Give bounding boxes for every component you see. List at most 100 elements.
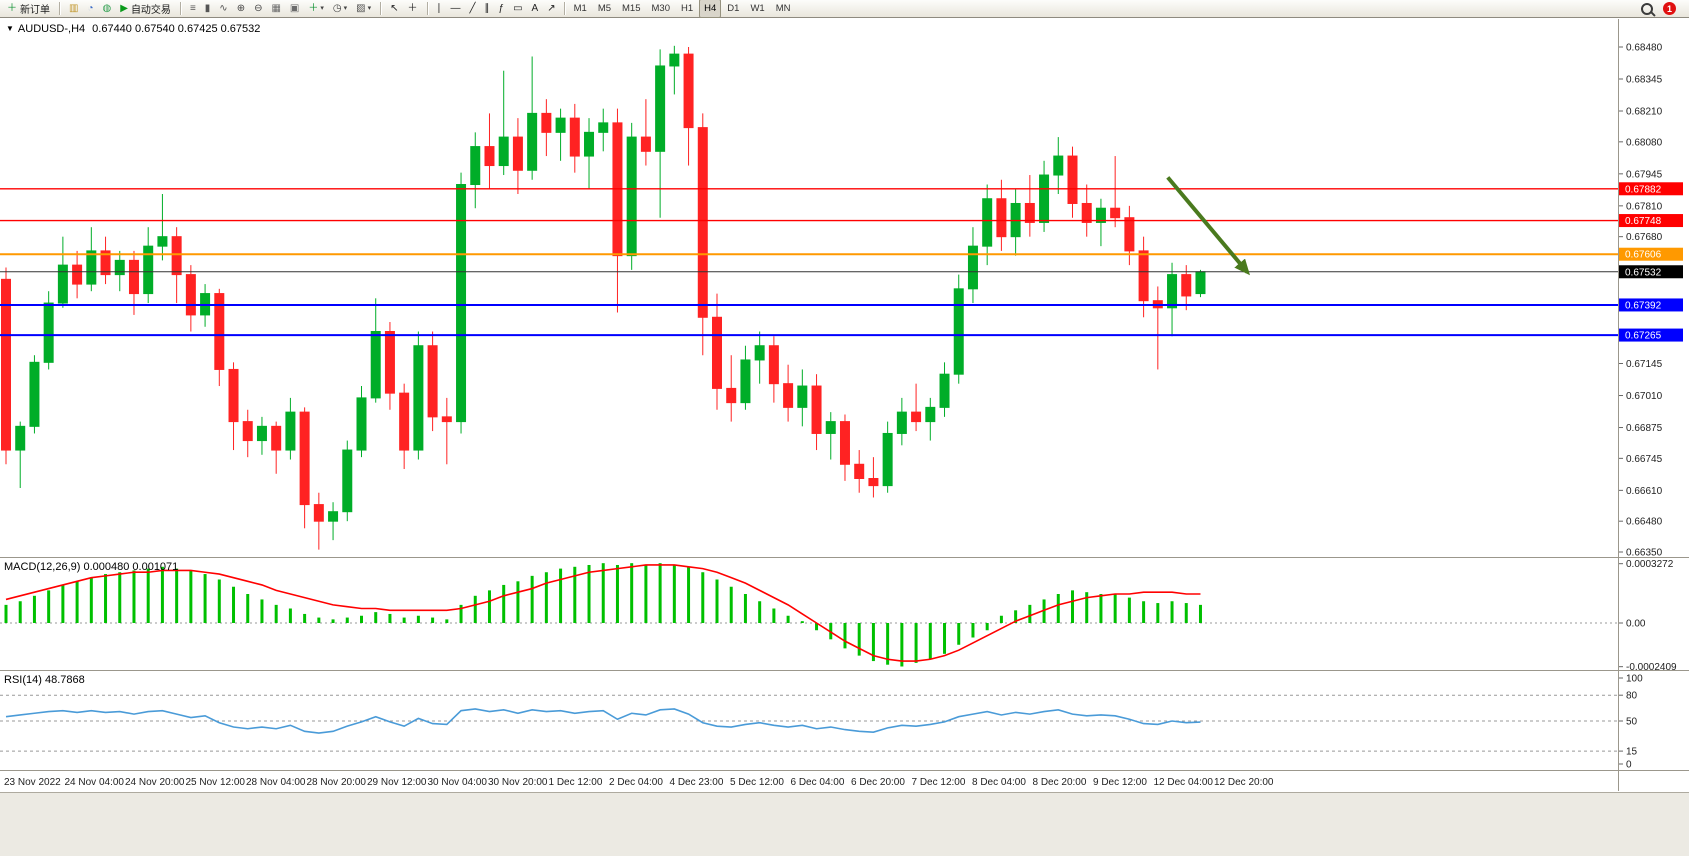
vertical-line-icon[interactable]: ∣ [433, 0, 446, 17]
candle [527, 112, 538, 171]
arrows-tool-icon[interactable]: ↗ [543, 0, 559, 17]
templates-icon[interactable]: ▨ ▾ [352, 0, 375, 17]
axis-label: 0.66745 [1626, 454, 1663, 465]
data-window-glyph: ◔ [87, 2, 94, 14]
indicators-icon[interactable]: ＋ ▾ [304, 0, 328, 17]
channel-icon[interactable]: ∥ [481, 0, 494, 17]
axis-label: 0.67945 [1626, 169, 1663, 180]
chart-canvas[interactable]: 0.68480 0.68345 0.68210 0.68080 0.67945 0.678… [0, 19, 1689, 792]
price-badge: 0.67748 [1619, 214, 1683, 228]
zoom-in-icon[interactable]: ⊕ [233, 0, 249, 17]
crosshair-icon[interactable]: ＋ [404, 0, 422, 17]
timeframe-w1-button[interactable]: W1 [750, 3, 765, 14]
candle [441, 416, 452, 423]
candle [825, 421, 836, 434]
timeframe-d1-button[interactable]: D1 [727, 3, 740, 14]
autotrading-glyph: ▶ [120, 2, 128, 14]
periods-icon[interactable]: ◷ ▾ [329, 0, 351, 17]
toolbar-separator [179, 2, 181, 15]
price-badge: 0.67392 [1619, 298, 1683, 312]
autotrading-button-label: 自动交易 [130, 5, 171, 16]
candle [72, 264, 83, 285]
time-label: 25 Nov 12:00 [186, 777, 246, 788]
shapes-glyph: ▭ [513, 2, 523, 14]
svg-text:0.67606: 0.67606 [1625, 250, 1662, 261]
candle [370, 331, 381, 399]
candle [1095, 207, 1106, 223]
trend-arrow[interactable] [1166, 176, 1250, 276]
time-label: 6 Dec 20:00 [851, 777, 905, 788]
toolbar-separator [59, 2, 60, 15]
candle [541, 112, 552, 133]
time-label: 9 Dec 12:00 [1093, 777, 1147, 788]
trendline-icon[interactable]: ╱ [466, 0, 480, 17]
svg-text:0.67882: 0.67882 [1625, 184, 1662, 195]
axis-label: 80 [1626, 691, 1638, 702]
time-label: 12 Dec 20:00 [1214, 777, 1274, 788]
new-order-button[interactable]: ＋新订单 [3, 0, 54, 17]
candle [143, 245, 154, 295]
timeframe-h1-button[interactable]: H1 [680, 3, 694, 14]
candle [712, 316, 722, 389]
candle [512, 136, 523, 171]
candlestick-chart-icon[interactable]: ▮ [201, 0, 215, 17]
autotrading-button[interactable]: ▶ 自动交易 [116, 0, 175, 17]
caret-down-icon: ▾ [367, 5, 372, 12]
arrange-windows-icon[interactable]: ▣ [286, 0, 303, 17]
candle [669, 53, 680, 67]
candle [299, 411, 310, 506]
zoom-out-icon[interactable]: ⊖ [250, 0, 266, 17]
one-click-trading-icon[interactable]: ▼ [6, 24, 14, 33]
candle [896, 411, 907, 434]
data-window-icon[interactable]: ◔ [83, 0, 97, 17]
chart-area[interactable]: 0.68480 0.68345 0.68210 0.68080 0.67945 0.678… [0, 19, 1689, 792]
candle [598, 122, 609, 133]
search-icon[interactable] [1641, 2, 1653, 15]
timeframe-h4-button[interactable]: H4 [699, 0, 722, 18]
candle [427, 345, 438, 418]
periods-glyph: ◷ [332, 2, 342, 14]
svg-text:0.67265: 0.67265 [1625, 331, 1662, 342]
tile-windows-icon[interactable]: ▦ [267, 0, 284, 17]
candle [456, 184, 467, 423]
candle [1081, 202, 1092, 223]
candle [939, 373, 950, 408]
horizontal-line-icon[interactable]: ― [447, 0, 465, 17]
tile-windows-glyph: ▦ [271, 2, 281, 14]
time-label: 2 Dec 04:00 [609, 777, 663, 788]
arrows-tool-glyph: ↗ [547, 2, 556, 14]
timeframe-mn-button[interactable]: MN [775, 3, 791, 14]
candle [982, 198, 993, 247]
cursor-icon[interactable]: ↖ [386, 0, 402, 17]
candle [413, 345, 424, 451]
timeframe-m30-button[interactable]: M30 [651, 3, 670, 14]
candle [328, 511, 339, 522]
candle [171, 236, 182, 276]
time-label: 5 Dec 12:00 [730, 777, 784, 788]
axis-label: 0.66480 [1626, 517, 1663, 528]
line-chart-icon[interactable]: ∿ [215, 0, 231, 17]
time-axis[interactable]: 23 Nov 2022 24 Nov 04:00 24 Nov 20:00 25 No… [4, 777, 1274, 788]
candle [925, 406, 936, 423]
bar-chart-icon[interactable]: ≡ [186, 0, 200, 17]
candle [15, 425, 26, 451]
market-watch-icon[interactable]: ▥ [65, 0, 82, 17]
candle [584, 131, 595, 157]
axis-label: 0.66350 [1626, 548, 1663, 559]
timeframe-m5-button[interactable]: M5 [597, 3, 612, 14]
shapes-icon[interactable]: ▭ [509, 0, 526, 17]
caret-down-icon: ▾ [320, 5, 324, 12]
navigator-icon[interactable]: ◍ [99, 0, 116, 17]
timeframe-m1-button[interactable]: M1 [573, 3, 587, 14]
text-tool-icon[interactable]: A [528, 0, 543, 17]
axis-label: 0.68480 [1626, 43, 1663, 54]
candle [384, 331, 395, 394]
notification-badge[interactable]: 1 [1663, 2, 1676, 15]
candle [342, 449, 353, 513]
price-axis[interactable]: 0.68480 0.68345 0.68210 0.68080 0.67945 0.678… [1618, 19, 1678, 791]
candle [967, 245, 978, 290]
fibonacci-icon[interactable]: ƒ [495, 0, 509, 17]
timeframe-m15-button[interactable]: M15 [622, 3, 641, 14]
time-label: 30 Nov 20:00 [488, 777, 548, 788]
candle [797, 385, 808, 408]
